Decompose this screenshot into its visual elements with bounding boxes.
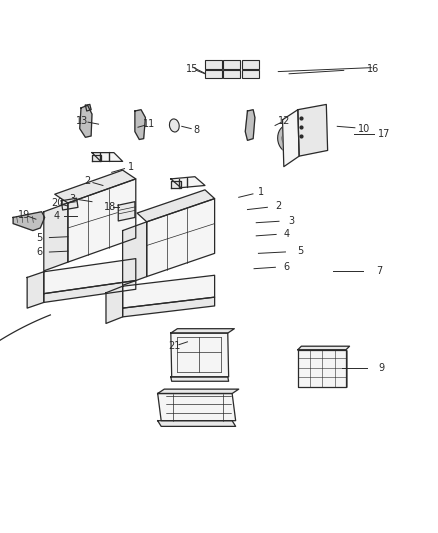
Text: 5: 5 xyxy=(297,246,303,256)
Polygon shape xyxy=(171,377,229,381)
Polygon shape xyxy=(147,199,215,277)
Text: 11: 11 xyxy=(143,119,155,129)
Polygon shape xyxy=(55,170,136,203)
Ellipse shape xyxy=(170,119,179,132)
Text: 18: 18 xyxy=(104,203,117,212)
Text: 13: 13 xyxy=(76,116,88,126)
Text: 19: 19 xyxy=(18,210,30,220)
Text: 3: 3 xyxy=(288,215,294,225)
Text: 6: 6 xyxy=(284,262,290,271)
Polygon shape xyxy=(171,181,181,188)
Text: 4: 4 xyxy=(284,229,290,239)
Text: 10: 10 xyxy=(358,124,371,134)
Polygon shape xyxy=(118,201,135,221)
Polygon shape xyxy=(158,421,236,426)
Text: 1: 1 xyxy=(128,161,134,172)
Polygon shape xyxy=(283,110,299,167)
Polygon shape xyxy=(80,106,92,138)
Text: 5: 5 xyxy=(36,233,42,243)
Text: 8: 8 xyxy=(193,125,199,135)
Text: 4: 4 xyxy=(54,211,60,221)
Text: 1: 1 xyxy=(258,187,264,197)
Polygon shape xyxy=(135,110,145,140)
Text: 15: 15 xyxy=(186,63,198,74)
Polygon shape xyxy=(92,155,101,161)
Polygon shape xyxy=(171,333,229,377)
Polygon shape xyxy=(27,272,44,308)
Polygon shape xyxy=(13,212,45,231)
Polygon shape xyxy=(123,297,215,317)
Polygon shape xyxy=(68,179,136,262)
Polygon shape xyxy=(106,286,123,324)
Polygon shape xyxy=(245,110,255,140)
Text: 2: 2 xyxy=(85,176,91,186)
Polygon shape xyxy=(171,329,234,333)
Polygon shape xyxy=(171,177,205,188)
Bar xyxy=(205,60,222,69)
Polygon shape xyxy=(298,350,346,387)
Text: 16: 16 xyxy=(367,63,379,74)
Polygon shape xyxy=(123,275,215,308)
Polygon shape xyxy=(158,389,239,393)
Text: 9: 9 xyxy=(378,363,384,373)
Text: 20: 20 xyxy=(51,198,63,208)
Polygon shape xyxy=(298,104,328,156)
Text: 6: 6 xyxy=(36,247,42,257)
Polygon shape xyxy=(298,346,350,350)
Polygon shape xyxy=(123,222,147,285)
Ellipse shape xyxy=(282,130,294,147)
Text: 12: 12 xyxy=(278,116,290,126)
Polygon shape xyxy=(44,280,136,302)
Text: 2: 2 xyxy=(275,201,281,211)
Polygon shape xyxy=(158,393,236,421)
Bar xyxy=(242,60,259,69)
Polygon shape xyxy=(61,198,78,210)
Text: 21: 21 xyxy=(168,341,180,351)
Bar xyxy=(223,60,240,69)
Text: 3: 3 xyxy=(69,193,75,204)
Bar xyxy=(242,70,259,78)
Polygon shape xyxy=(85,104,91,111)
Polygon shape xyxy=(44,203,68,271)
Bar xyxy=(223,70,240,78)
Polygon shape xyxy=(137,190,215,222)
Polygon shape xyxy=(44,259,136,294)
Ellipse shape xyxy=(278,125,299,152)
Bar xyxy=(205,70,222,78)
Polygon shape xyxy=(92,152,123,161)
Text: 7: 7 xyxy=(376,266,382,276)
Text: 17: 17 xyxy=(378,129,391,139)
